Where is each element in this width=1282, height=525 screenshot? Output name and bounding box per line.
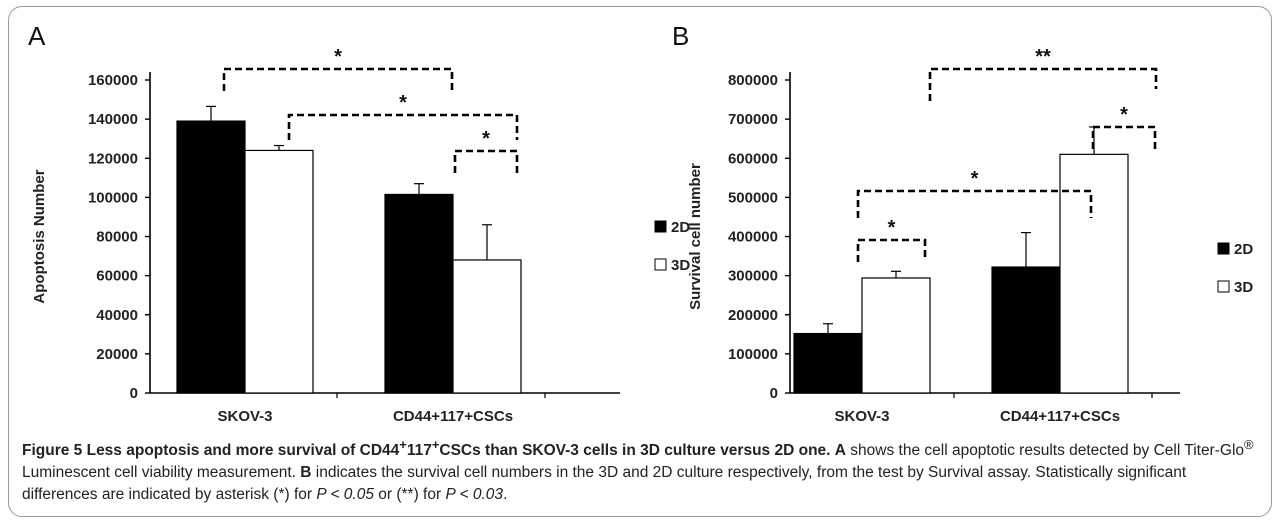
- panel-b-significance-bracket: [858, 191, 1091, 218]
- panel-b-y-tick-label: 400000: [728, 229, 778, 246]
- panel-a-bar-3d-1: [453, 260, 521, 393]
- panel-a-x-tick-label: CD44+117+CSCs: [393, 408, 513, 425]
- panel-b-y-tick-label: 500000: [728, 189, 778, 206]
- caption-label-a: A: [835, 442, 846, 459]
- panel-b-y-tick-label: 600000: [728, 150, 778, 167]
- panel-a-y-tick-label: 140000: [88, 111, 138, 128]
- panel-a-letter: A: [28, 21, 46, 51]
- panel-b-y-tick-label: 100000: [728, 346, 778, 363]
- panel-a-y-tick-label: 60000: [96, 268, 138, 285]
- panel-a-significance-label: *: [482, 128, 490, 150]
- panel-b-y-tick-label: 700000: [728, 111, 778, 128]
- caption-title: Figure 5 Less apoptosis and more surviva…: [22, 442, 399, 459]
- figure-canvas: A 0 20000 40000 60000 80000 100000 120000 140000…: [0, 0, 1282, 430]
- panel-b-bar-3d-0: [862, 278, 930, 393]
- panel-b-significance-label: *: [1120, 104, 1128, 126]
- panel-a-y-tick-label: 160000: [88, 72, 138, 89]
- panel-a-y-tick-label: 0: [130, 385, 138, 402]
- panel-b-y-tick-label: 0: [770, 385, 778, 402]
- panel-b-legend-swatch-2d: [1218, 243, 1229, 254]
- panel-b-significance-bracket: [930, 69, 1156, 101]
- panel-a-legend-swatch-2d: [655, 221, 666, 232]
- panel-a-significance-label: *: [334, 46, 342, 68]
- panel-a-bar-2d-0: [177, 121, 245, 393]
- panel-a-y-tick-label: 20000: [96, 346, 138, 363]
- panel-a-y-axis-label: Apoptosis Number: [31, 169, 48, 303]
- panel-a-y-tick-label: 120000: [88, 150, 138, 167]
- panel-a-significance-label: *: [399, 92, 407, 114]
- panel-a-legend-swatch-3d: [655, 259, 666, 270]
- caption-label-b: B: [300, 464, 311, 481]
- panel-b-letter: B: [672, 21, 689, 51]
- panel-b-legend-swatch-3d: [1218, 281, 1229, 292]
- panel-b-significance-label: *: [888, 217, 896, 239]
- figure-caption: Figure 5 Less apoptosis and more surviva…: [22, 434, 1260, 506]
- panel-b-significance-bracket: [1093, 127, 1155, 149]
- panel-b-y-tick-label: 800000: [728, 72, 778, 89]
- panel-b-legend-label-2d: 2D: [1234, 241, 1253, 258]
- panel-b-bar-3d-1: [1060, 154, 1128, 393]
- panel-a-y-tick-label: 80000: [96, 229, 138, 246]
- panel-a-bar-2d-1: [385, 194, 453, 393]
- panel-b-legend-label-3d: 3D: [1234, 279, 1253, 296]
- panel-b-y-axis-label: Survival cell number: [687, 163, 704, 310]
- panel-b-significance-label: **: [1035, 46, 1051, 68]
- panel-a-y-tick-label: 40000: [96, 307, 138, 324]
- panel-b-bar-2d-0: [794, 334, 862, 393]
- panel-b-y-tick-label: 200000: [728, 307, 778, 324]
- panel-b-significance-label: *: [971, 168, 979, 190]
- panel-b-x-tick-label: CD44+117+CSCs: [1000, 408, 1120, 425]
- panel-a-x-tick-label: SKOV-3: [217, 408, 272, 425]
- panel-b-x-tick-label: SKOV-3: [834, 408, 889, 425]
- panel-b-significance-bracket: [858, 240, 925, 262]
- panel-b-y-tick-label: 300000: [728, 268, 778, 285]
- panel-a-y-tick-label: 100000: [88, 189, 138, 206]
- panel-a-bar-3d-0: [245, 150, 313, 393]
- panel-b-bar-2d-1: [992, 267, 1060, 393]
- panel-a-significance-bracket: [224, 69, 452, 91]
- panel-a-significance-bracket: [455, 151, 517, 173]
